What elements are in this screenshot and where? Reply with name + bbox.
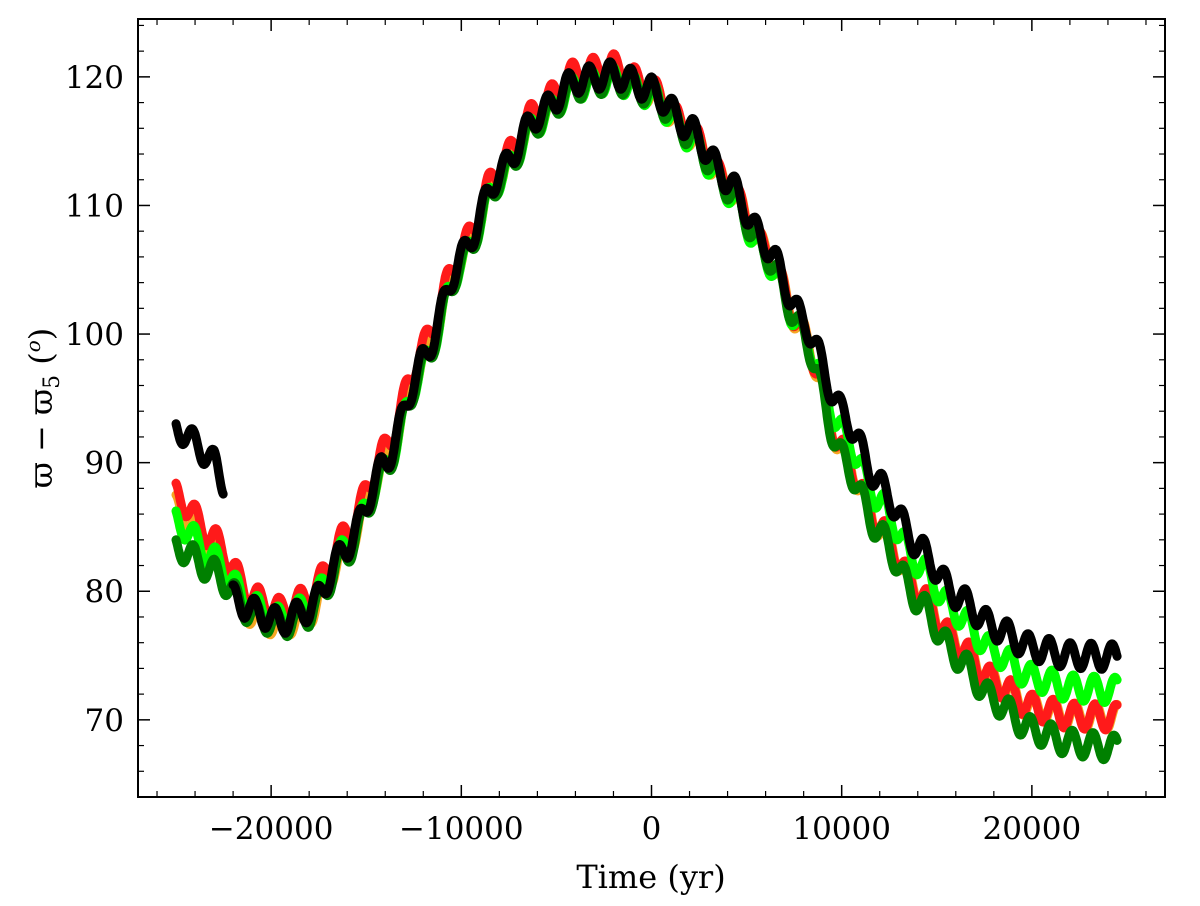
y-tick-label: 90 [85,446,124,482]
y-tick-label: 70 [85,703,124,739]
y-axis-label-subscript: 5 [40,375,65,389]
ticks-layer [138,19,1165,797]
x-tick-label: −10000 [399,811,524,847]
x-tick-label: 10000 [792,811,891,847]
y-tick-label: 80 [85,574,124,610]
y-axis-label-main: ϖ − ϖ [22,389,60,488]
x-tick-label: −20000 [209,811,334,847]
y-axis-label-close: ) [22,328,60,340]
y-axis-label-unit: ( [22,352,60,375]
x-tick-label: 20000 [983,811,1082,847]
series-line-black-segment-1 [171,419,228,499]
y-tick-label: 100 [65,317,124,353]
y-tick-label: 110 [65,188,124,224]
tick-label-layer: −20000 −10000 0 10000 20000 70 80 90 100 110 120 [65,60,1081,847]
y-axis-label-degree: o [21,340,45,352]
series-layer [171,49,1122,765]
y-axis-label: ϖ − ϖ5 (o) [21,328,65,489]
series-line-black [228,57,1122,674]
x-axis-label: Time (yr) [576,858,725,896]
y-tick-label: 120 [65,60,124,96]
x-tick-label: 0 [642,811,662,847]
